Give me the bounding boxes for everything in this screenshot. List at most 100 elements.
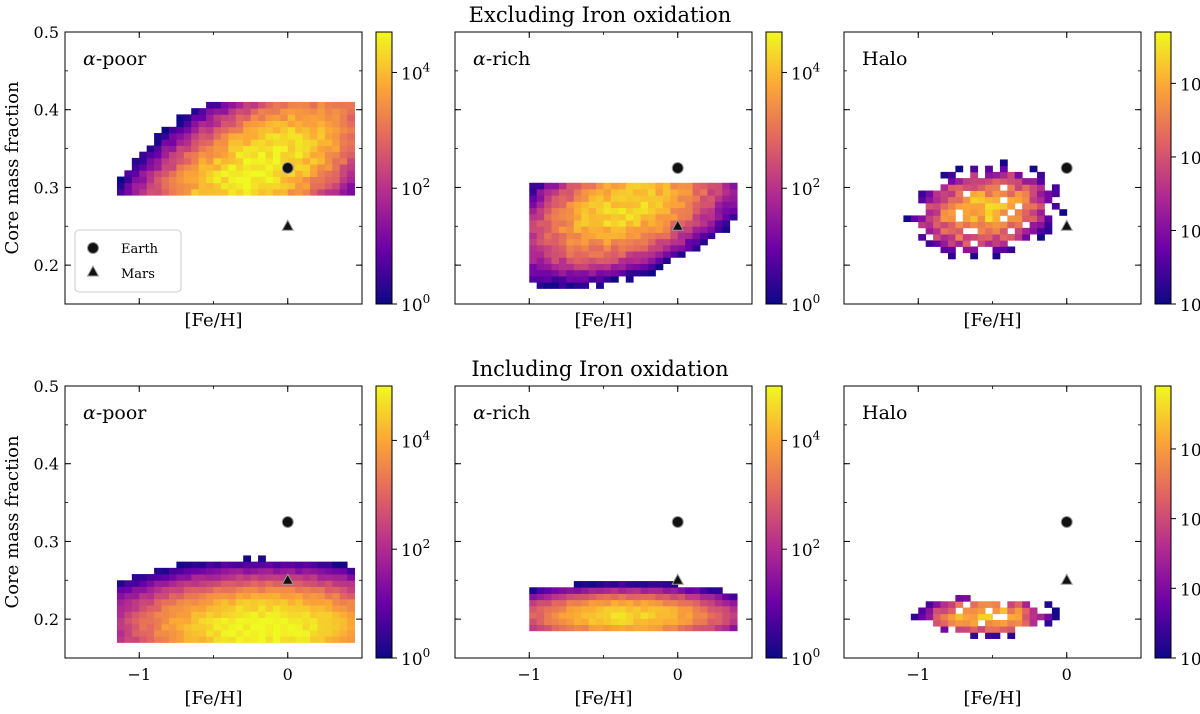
heatmap-cell xyxy=(250,114,259,121)
heatmap-cell xyxy=(213,120,222,128)
heatmap-cell xyxy=(265,151,274,159)
heatmap-cell xyxy=(154,630,162,637)
heatmap-cell xyxy=(191,170,200,177)
heatmap-cell xyxy=(154,623,162,631)
heatmap-cell xyxy=(544,599,552,607)
heatmap-cell xyxy=(235,126,244,134)
heatmap-cell xyxy=(206,598,214,606)
heatmap-cell xyxy=(124,176,133,184)
heatmap-cell xyxy=(206,623,214,631)
heatmap-cell xyxy=(992,190,1001,198)
heatmap-cell xyxy=(131,164,140,171)
heatmap-cell xyxy=(191,145,200,153)
heatmap-cell xyxy=(596,581,604,588)
heatmap-cell xyxy=(191,182,200,190)
heatmap-cell xyxy=(116,636,125,643)
heatmap-cell xyxy=(183,145,192,153)
y-tick-label: 0.5 xyxy=(34,23,59,42)
heatmap-cell xyxy=(198,586,207,594)
mars-marker xyxy=(671,219,685,231)
heatmap-cell xyxy=(228,108,237,115)
heatmap-cell xyxy=(955,184,964,191)
heatmap-cell xyxy=(302,188,311,196)
heatmap-cell xyxy=(625,207,634,215)
heatmap-cell xyxy=(258,133,266,140)
heatmap-cell xyxy=(332,114,341,121)
heatmap-cell xyxy=(220,580,229,587)
colorbar-tick-base: 10 xyxy=(401,64,423,84)
heatmap-cell xyxy=(265,126,274,134)
heatmap-cell xyxy=(662,587,671,594)
heatmap-cell xyxy=(558,624,567,632)
heatmap-cell xyxy=(573,624,582,632)
heatmap-cell xyxy=(1037,221,1045,229)
heatmap-cell xyxy=(551,269,560,277)
heatmap-cell xyxy=(610,581,619,588)
heatmap-cell xyxy=(588,182,597,190)
heatmap-cell xyxy=(302,574,311,581)
heatmap-cell xyxy=(722,618,731,625)
heatmap-cell xyxy=(213,108,222,115)
heatmap-cell xyxy=(124,623,133,631)
heatmap-cell xyxy=(962,613,971,621)
heatmap-cell xyxy=(1022,190,1031,198)
heatmap-cell xyxy=(154,164,162,171)
heatmap-cell xyxy=(573,207,582,215)
heatmap-cell xyxy=(677,605,686,613)
heatmap-cell xyxy=(999,240,1008,247)
heatmap-cell xyxy=(168,126,177,134)
heatmap-cell xyxy=(295,126,304,134)
heatmap-cell xyxy=(610,220,619,227)
heatmap-cell xyxy=(640,593,649,601)
heatmap-cell xyxy=(198,114,207,121)
heatmap-cell xyxy=(131,182,140,190)
heatmap-cell xyxy=(228,176,237,184)
heatmap-cell xyxy=(213,605,222,612)
heatmap-cell xyxy=(243,580,252,587)
heatmap-cell xyxy=(265,114,274,121)
heatmap-cell xyxy=(529,232,538,240)
heatmap-cell xyxy=(618,593,627,601)
panel-2: [Fe/H]Halo100101102103 xyxy=(843,31,1200,331)
heatmap-cell xyxy=(581,282,590,289)
heatmap-cell xyxy=(287,157,296,165)
heatmap-cell xyxy=(339,114,348,121)
heatmap-cell xyxy=(633,624,642,632)
heatmap-cell xyxy=(302,623,311,631)
heatmap-cell xyxy=(999,209,1008,216)
heatmap-cell xyxy=(662,581,671,588)
heatmap-cell xyxy=(625,593,634,601)
heatmap-cell xyxy=(707,182,716,190)
heatmap-cell xyxy=(124,182,133,190)
heatmap-cell xyxy=(655,593,664,601)
heatmap-cell xyxy=(992,215,1001,223)
heatmap-cell xyxy=(265,120,274,128)
heatmap-cell xyxy=(970,619,979,627)
heatmap-cell xyxy=(161,182,170,190)
heatmap-cell xyxy=(707,207,716,215)
heatmap-cell xyxy=(324,126,333,134)
legend-box xyxy=(74,229,182,293)
heatmap-cell xyxy=(258,623,266,631)
colorbar-tick-base: 10 xyxy=(1180,441,1200,461)
heatmap-cell xyxy=(302,145,311,153)
heatmap-cell xyxy=(985,171,993,179)
heatmap-cell xyxy=(272,617,281,625)
heatmap-cell xyxy=(566,195,575,202)
heatmap-cell xyxy=(1022,196,1031,204)
heatmap-cell xyxy=(310,586,318,594)
heatmap-cell xyxy=(324,592,333,600)
colorbar-tick-base: 10 xyxy=(401,650,423,670)
heatmap-cell xyxy=(1007,184,1016,191)
heatmap-cell xyxy=(625,581,634,588)
heatmap-cell xyxy=(324,164,333,171)
heatmap-cell xyxy=(265,182,274,190)
heatmap-cell xyxy=(918,613,927,621)
heatmap-cell xyxy=(310,120,318,128)
heatmap-cell xyxy=(324,188,333,196)
heatmap-cell xyxy=(280,574,289,581)
heatmap-cell xyxy=(648,220,656,227)
heatmap-cell xyxy=(714,207,723,215)
heatmap-cell xyxy=(287,170,296,177)
heatmap-cell xyxy=(287,623,296,631)
